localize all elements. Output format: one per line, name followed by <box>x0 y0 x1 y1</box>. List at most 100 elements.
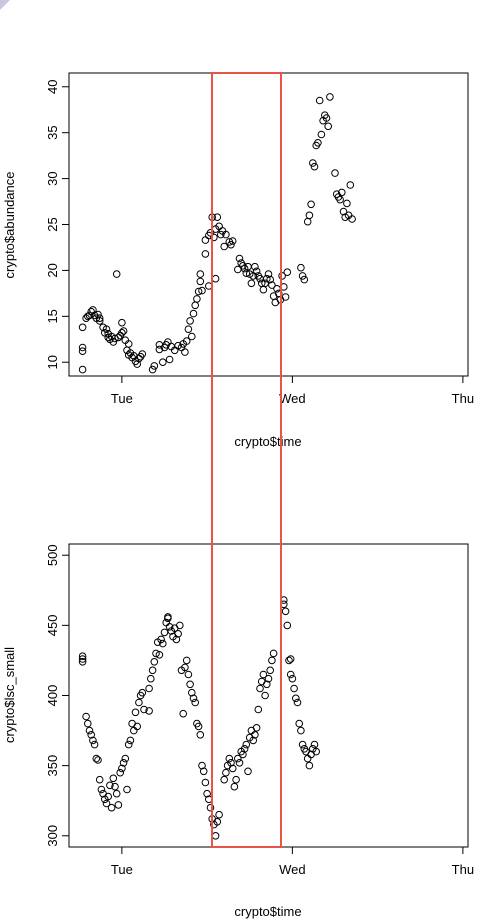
data-point <box>131 708 140 717</box>
data-point <box>268 656 276 665</box>
data-point <box>160 628 169 637</box>
data-point <box>211 274 220 283</box>
data-point <box>174 630 182 638</box>
data-point <box>312 747 321 756</box>
data-point <box>339 207 348 216</box>
data-point <box>201 236 210 244</box>
data-point <box>264 674 273 683</box>
y-tick-label: 500 <box>45 544 60 566</box>
x-tick-label: Thu <box>452 391 474 406</box>
data-points <box>78 596 321 840</box>
x-tick-label: Tue <box>111 862 133 877</box>
data-point <box>303 754 312 763</box>
data-point <box>203 789 211 798</box>
data-point <box>201 250 210 258</box>
y-tick-label: 20 <box>45 263 60 277</box>
data-point <box>181 663 189 672</box>
data-point <box>310 740 319 749</box>
data-point <box>90 740 99 749</box>
data-point <box>85 726 94 735</box>
data-point <box>309 159 317 167</box>
data-point <box>228 237 237 245</box>
data-point <box>107 803 116 812</box>
data-point <box>298 272 307 280</box>
data-point <box>201 778 210 787</box>
data-point <box>130 726 138 735</box>
y-axis: 300 350 400 450 500 <box>45 544 69 847</box>
data-point <box>292 694 300 703</box>
data-point <box>186 680 194 689</box>
x-tick-label: Thu <box>452 862 474 877</box>
data-point <box>286 670 295 679</box>
data-point <box>138 688 147 697</box>
data-point <box>303 217 312 226</box>
data-point <box>114 801 123 809</box>
data-point <box>254 705 263 714</box>
data-point <box>150 362 159 370</box>
data-point <box>78 655 87 663</box>
data-point <box>222 768 230 777</box>
data-point <box>346 181 355 189</box>
data-point <box>95 775 104 784</box>
data-point <box>182 337 191 345</box>
data-point <box>210 233 218 242</box>
data-point <box>290 684 298 693</box>
data-point <box>247 279 256 288</box>
data-point <box>251 731 259 739</box>
data-point <box>188 688 196 697</box>
data-point <box>310 162 319 171</box>
data-point <box>307 200 315 209</box>
data-point <box>256 684 264 693</box>
data-point <box>199 767 208 776</box>
x-tick-label: Tue <box>111 391 133 406</box>
data-point <box>118 329 126 337</box>
x-axis: Tue Wed Thu <box>111 376 474 406</box>
y-axis-title: crypto$abundance <box>2 172 17 279</box>
data-point <box>261 691 269 700</box>
data-point <box>124 340 133 348</box>
data-point <box>261 279 269 288</box>
data-point <box>268 281 276 289</box>
data-point <box>220 242 228 251</box>
data-point <box>317 130 326 139</box>
data-point <box>305 211 314 220</box>
data-point <box>297 263 305 272</box>
y-tick-label: 350 <box>45 755 60 777</box>
data-point <box>252 267 261 276</box>
data-points <box>78 93 356 374</box>
data-point <box>336 195 344 204</box>
data-point <box>89 736 97 745</box>
data-point <box>283 268 292 277</box>
data-point <box>331 169 339 177</box>
data-point <box>138 350 147 358</box>
y-tick-label: 15 <box>45 309 60 323</box>
data-point <box>78 343 87 352</box>
data-point <box>297 726 305 735</box>
abundance-scatter-panel: 10 15 20 25 30 35 40 Tue Wed Thu crypto$time cry… <box>2 72 474 449</box>
data-point <box>314 139 322 147</box>
data-point <box>135 698 143 707</box>
data-point <box>184 670 193 679</box>
data-point <box>230 782 239 791</box>
data-point <box>87 731 95 739</box>
data-point <box>186 317 194 325</box>
data-point <box>281 607 290 616</box>
data-point <box>159 639 167 648</box>
data-point <box>140 705 148 714</box>
data-point <box>150 658 159 666</box>
data-point <box>78 658 87 666</box>
data-point <box>104 792 112 801</box>
data-point <box>206 803 215 812</box>
y-tick-label: 40 <box>45 80 60 94</box>
y-axis-title: crypto$lsc_small <box>2 647 17 743</box>
data-point <box>259 285 268 294</box>
data-point <box>269 649 278 658</box>
data-point <box>281 293 290 301</box>
data-point <box>235 759 244 767</box>
data-point <box>119 327 128 335</box>
data-point <box>78 652 87 661</box>
data-point <box>198 286 206 295</box>
data-point <box>266 275 275 284</box>
data-point <box>300 275 309 284</box>
y-tick-label: 400 <box>45 685 60 707</box>
